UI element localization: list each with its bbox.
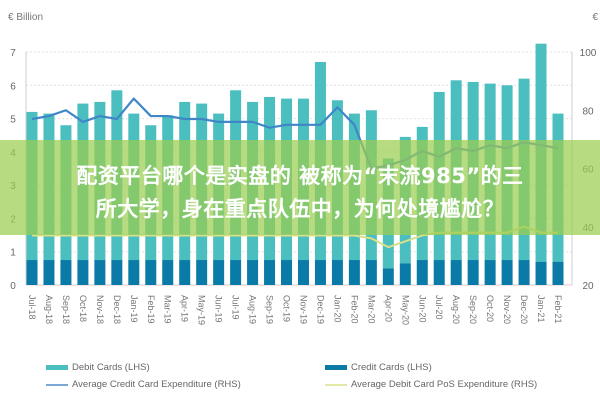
credit-cards-bar (484, 260, 496, 285)
credit-cards-bar (297, 260, 309, 285)
x-axis-tick: Feb-21 (553, 295, 563, 324)
credit-cards-bar (94, 260, 106, 285)
x-axis-tick: Jan-20 (332, 295, 342, 323)
credit-cards-bar (264, 260, 276, 285)
credit-cards-bar (43, 260, 55, 285)
x-axis-tick: Jun-19 (214, 295, 224, 323)
x-axis-tick: Dec-19 (315, 295, 325, 324)
x-axis-tick: Sep-20 (468, 295, 478, 324)
credit-cards-bar (433, 260, 445, 285)
credit-cards-bar (416, 260, 428, 285)
legend-label: Debit Cards (LHS) (72, 362, 150, 373)
x-axis-tick: Apr-20 (383, 295, 393, 322)
headline-line-1: 配资平台哪个是实盘的 被称为“末流985”的三 (76, 164, 524, 188)
x-axis-tick: Feb-20 (349, 295, 359, 324)
legend-label: Credit Cards (LHS) (351, 362, 432, 373)
x-axis-tick: Jan-21 (536, 295, 546, 323)
x-axis-tick: Aug-20 (451, 295, 461, 324)
legend-item-avg-debit-pos: Average Debit Card PoS Expenditure (RHS) (325, 379, 537, 390)
left-axis-tick: 5 (10, 115, 16, 126)
credit-cards-bar (382, 268, 394, 285)
left-axis-tick: 7 (10, 48, 16, 59)
right-axis-tick: 80 (582, 106, 594, 117)
credit-cards-bar (196, 260, 208, 285)
right-axis-tick: 20 (582, 281, 594, 292)
credit-cards-bar (450, 260, 462, 285)
credit-cards-bar (314, 260, 326, 285)
credit-cards-bar (501, 260, 513, 285)
debit-cards-swatch (46, 365, 68, 370)
credit-cards-bar (230, 260, 242, 285)
x-axis-tick: May-19 (197, 295, 207, 325)
legend-item-credit-cards: Credit Cards (LHS) (325, 362, 432, 373)
legend-item-debit-cards: Debit Cards (LHS) (46, 362, 150, 373)
credit-cards-bar (518, 260, 530, 285)
x-axis-tick: Oct-19 (282, 295, 292, 322)
x-axis-tick: Jul-18 (27, 295, 37, 320)
credit-cards-bar (60, 260, 72, 285)
credit-cards-bar (348, 260, 360, 285)
x-axis-tick: May-20 (400, 295, 410, 325)
x-axis-tick: Sep-19 (265, 295, 275, 324)
credit-cards-bar (399, 263, 411, 285)
credit-cards-bar (77, 260, 89, 285)
headline-banner (0, 140, 600, 235)
credit-cards-bar (162, 260, 174, 285)
left-axis-tick: 1 (10, 248, 16, 259)
credit-cards-bar (247, 260, 259, 285)
right-axis-unit-label: € (592, 12, 598, 23)
x-axis-tick: Apr-19 (180, 295, 190, 322)
credit-cards-bar (111, 260, 123, 285)
credit-cards-bar (128, 260, 140, 285)
credit-cards-swatch (325, 365, 347, 370)
x-axis-tick: Nov-20 (502, 295, 512, 324)
x-axis-tick: Nov-18 (95, 295, 105, 324)
avg-debit-pos-swatch (325, 383, 347, 386)
right-axis-tick: 100 (580, 48, 597, 59)
x-axis-tick: Aug-19 (248, 295, 258, 324)
left-axis-unit-label: € Billion (8, 12, 44, 23)
headline-line-2: 所大学，身在重点队伍中，为何处境尴尬？ (95, 197, 505, 221)
x-axis-tick: Jul-19 (231, 295, 241, 320)
x-axis-tick: Dec-20 (519, 295, 529, 324)
x-axis-tick: Oct-18 (78, 295, 88, 322)
x-axis-tick: Aug-18 (44, 295, 54, 324)
x-axis-tick: Oct-20 (485, 295, 495, 322)
credit-cards-bar (331, 260, 343, 285)
x-axis-tick: Jul-20 (434, 295, 444, 320)
x-axis-tick: Sep-18 (61, 295, 71, 324)
x-axis-tick: Nov-19 (298, 295, 308, 324)
credit-cards-bar (145, 260, 157, 285)
x-axis-tick: Mar-19 (163, 295, 173, 324)
credit-cards-bar (535, 261, 547, 285)
credit-cards-bar (26, 260, 38, 285)
x-axis-tick: Feb-19 (146, 295, 156, 324)
credit-cards-bar (281, 260, 293, 285)
legend-label: Average Credit Card Expenditure (RHS) (72, 379, 241, 390)
chart-legend: Debit Cards (LHS) Average Credit Card Ex… (0, 360, 600, 400)
headline-text[interactable]: 配资平台哪个是实盘的 被称为“末流985”的三 所大学，身在重点队伍中，为何处境… (0, 160, 600, 226)
x-axis-tick: Mar-20 (366, 295, 376, 324)
credit-cards-bar (467, 260, 479, 285)
x-axis-tick: Dec-18 (112, 295, 122, 324)
legend-item-avg-credit: Average Credit Card Expenditure (RHS) (46, 379, 241, 390)
x-axis-tick: Jan-19 (129, 295, 139, 323)
credit-cards-bar (365, 260, 377, 285)
x-axis-tick: Jun-20 (417, 295, 427, 323)
credit-cards-bar (213, 260, 225, 285)
credit-cards-bar (552, 261, 564, 285)
left-axis-tick: 0 (10, 281, 16, 292)
left-axis-tick: 6 (10, 81, 16, 92)
credit-cards-bar (179, 260, 191, 285)
avg-credit-swatch (46, 383, 68, 386)
legend-label: Average Debit Card PoS Expenditure (RHS) (351, 379, 538, 390)
